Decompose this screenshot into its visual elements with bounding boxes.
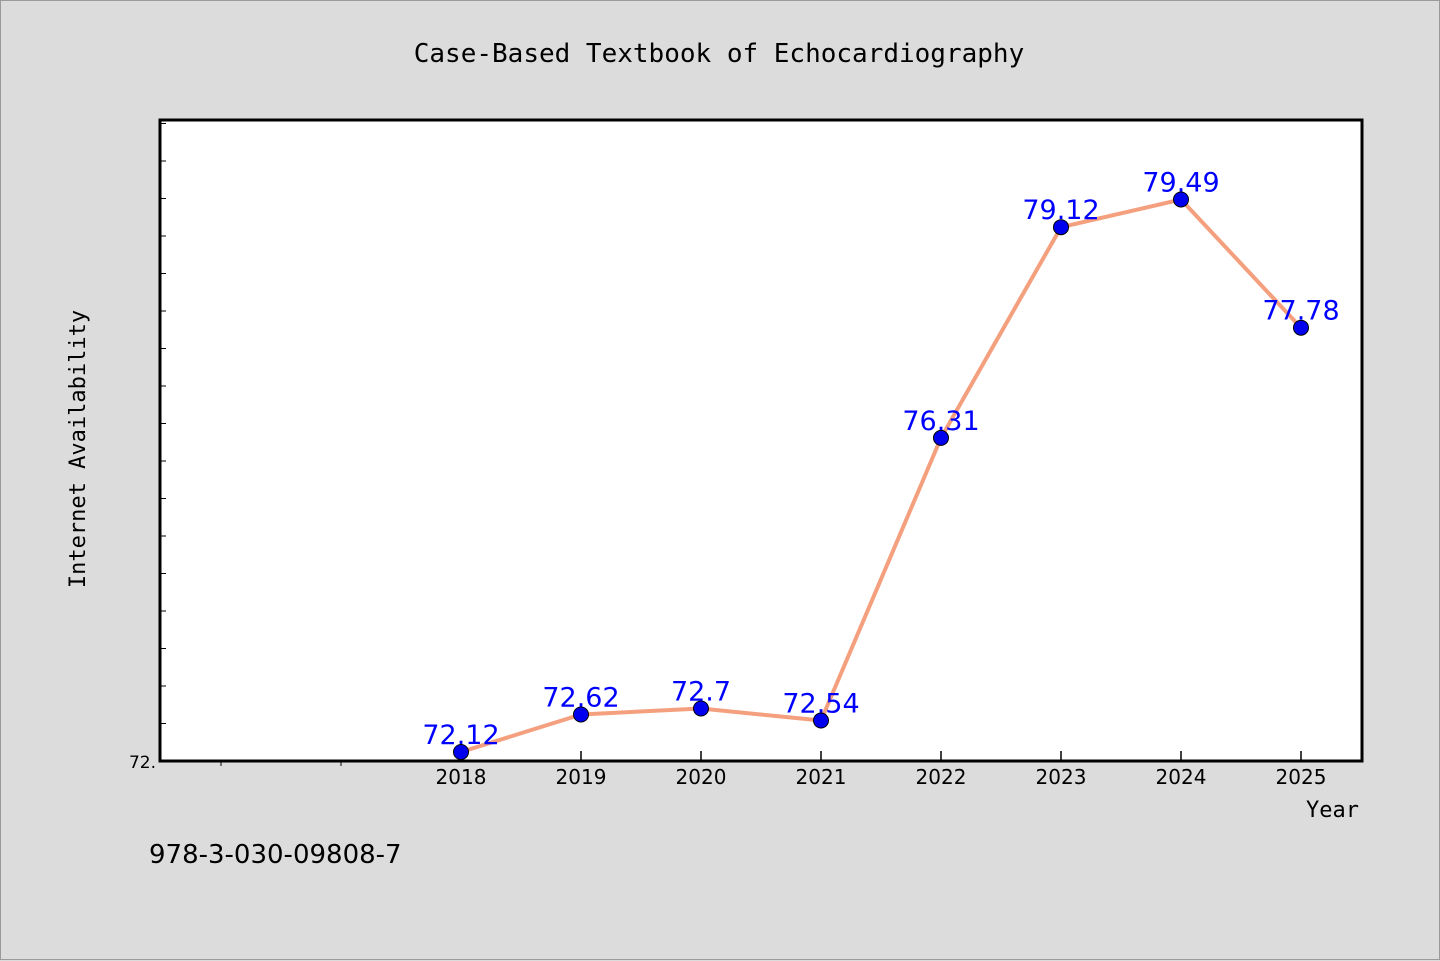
chart-title: Case-Based Textbook of Echocardiography	[414, 39, 1024, 69]
data-point	[573, 706, 589, 723]
x-tick-label: 2022	[916, 765, 967, 789]
x-tick-label: 2019	[556, 765, 607, 789]
isbn-footer: 978-3-030-09808-7	[149, 840, 402, 870]
y-axis-title: Internet Availability	[66, 310, 91, 588]
data-label: 77.78	[1262, 296, 1339, 327]
data-point	[1053, 219, 1069, 236]
x-tick-label: 2023	[1036, 765, 1087, 789]
data-labels: 72.12 72.62 72.7 72.54 76.31 79.12 79.49 77.78	[422, 168, 1339, 752]
x-tick-label: 2018	[436, 765, 487, 789]
x-axis-ticks: 2018 2019 2020 2021 2022 2023 2024 2025	[436, 751, 1327, 789]
data-label: 79.12	[1022, 195, 1099, 226]
x-tick-label: 2021	[796, 765, 847, 789]
data-label: 72.12	[422, 720, 499, 751]
x-tick-label: 2024	[1156, 765, 1207, 789]
data-point	[693, 700, 709, 717]
x-tick-label: 2025	[1276, 765, 1327, 789]
x-tick-label: 2020	[676, 765, 727, 789]
data-label: 79.49	[1142, 168, 1219, 199]
series-markers	[453, 191, 1309, 760]
data-point	[813, 712, 829, 729]
plot-area	[160, 120, 1362, 761]
x-axis-title: Year	[1306, 798, 1359, 823]
y-tick-label: 72.	[129, 753, 156, 773]
data-label: 72.62	[542, 683, 619, 714]
data-point	[933, 429, 949, 446]
series-line	[460, 197, 1303, 754]
plot-border	[158, 118, 1364, 763]
data-label: 72.7	[671, 677, 731, 708]
data-point	[1293, 319, 1309, 336]
data-point	[1173, 191, 1189, 208]
data-label: 72.54	[782, 689, 859, 720]
data-label: 76.31	[902, 406, 979, 437]
